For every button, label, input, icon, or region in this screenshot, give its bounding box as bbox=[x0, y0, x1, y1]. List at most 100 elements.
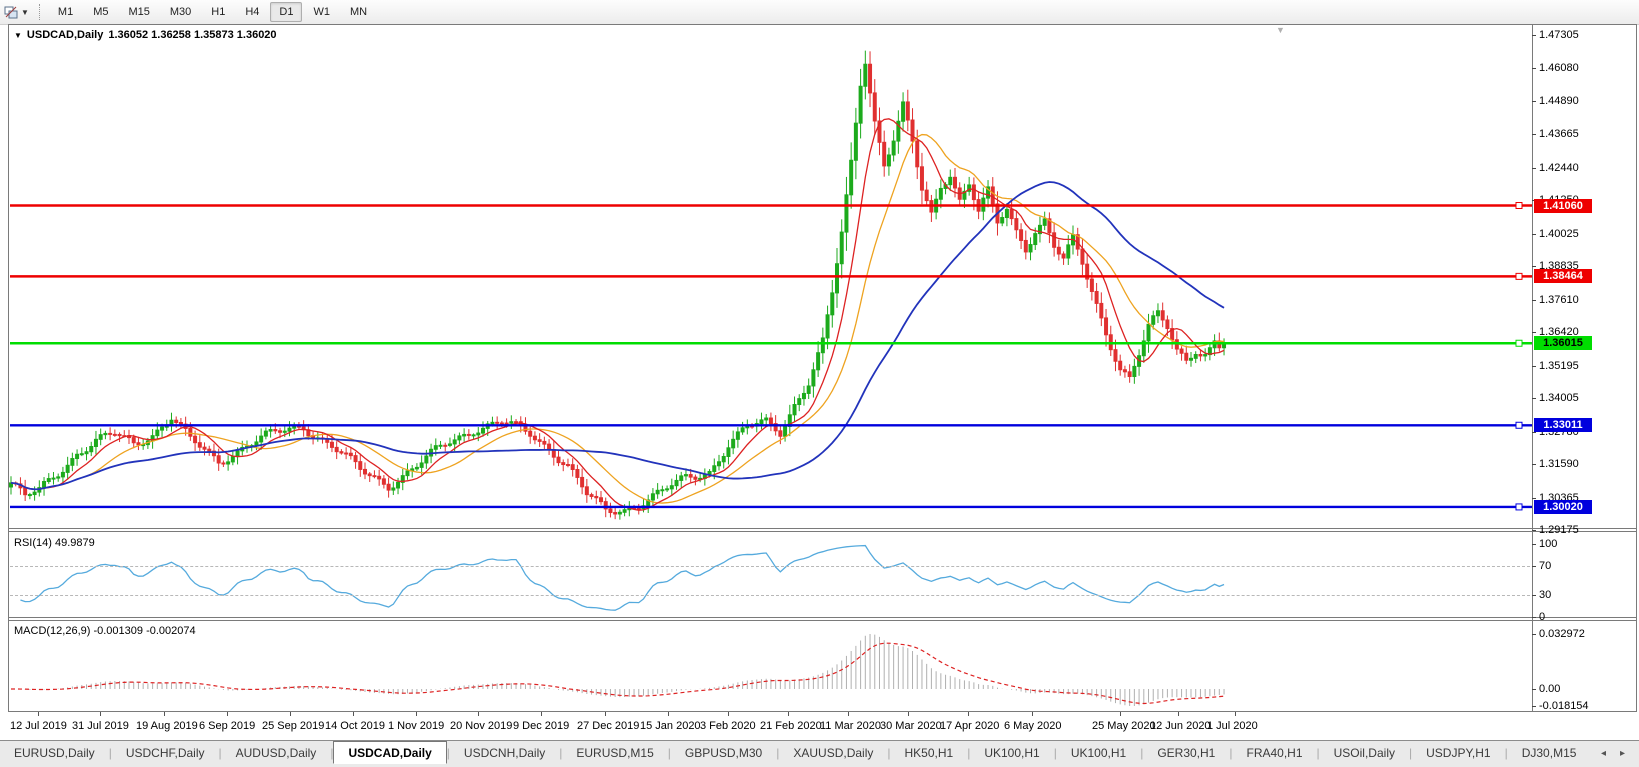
timeframe-button-d1[interactable]: D1 bbox=[270, 2, 303, 22]
candle-body bbox=[160, 426, 165, 431]
charts-tool-button[interactable]: ▼ bbox=[0, 1, 33, 23]
candle-body bbox=[1155, 310, 1160, 317]
tab-scroll-left-icon[interactable]: ◂ bbox=[1600, 747, 1606, 759]
chart-tab-usdcad-daily[interactable]: USDCAD,Daily bbox=[333, 741, 447, 764]
candle-body bbox=[1193, 354, 1198, 359]
timeframe-button-m1[interactable]: M1 bbox=[57, 6, 74, 18]
ma-mid-line[interactable] bbox=[10, 133, 1225, 504]
timeframe-button-group: M1 M5 M15 M30 H1 H4 D1 W1 MN bbox=[48, 2, 377, 22]
candle-body bbox=[46, 478, 51, 483]
timeframe-button-h4[interactable]: H4 bbox=[245, 6, 260, 18]
tab-separator: | bbox=[446, 746, 450, 760]
pane-separator[interactable] bbox=[8, 528, 1637, 529]
pane-separator[interactable] bbox=[8, 617, 1637, 618]
macd-histogram bbox=[15, 634, 1225, 706]
pane-separator[interactable] bbox=[8, 620, 1637, 621]
candle-body bbox=[797, 398, 802, 406]
candle-body bbox=[75, 453, 80, 460]
chart-tab-eurusd-daily[interactable]: EURUSD,Daily bbox=[14, 746, 95, 760]
candle-body bbox=[679, 475, 684, 481]
candle-body bbox=[348, 452, 353, 457]
candle-body bbox=[872, 92, 877, 122]
hline-handle[interactable] bbox=[1515, 202, 1523, 210]
hline-handle[interactable] bbox=[1515, 503, 1523, 511]
chart-tab-audusd-daily[interactable]: AUDUSD,Daily bbox=[235, 746, 317, 760]
candle-body bbox=[1151, 315, 1156, 325]
pane-separator[interactable] bbox=[8, 531, 1637, 532]
candle-body bbox=[334, 446, 339, 453]
chart-tab-usdjpy-h1[interactable]: USDJPY,H1 bbox=[1426, 746, 1491, 760]
candle-body bbox=[424, 455, 429, 464]
axis-tick-mark bbox=[1532, 706, 1536, 707]
chart-tab-dj30-m15[interactable]: DJ30,M15 bbox=[1521, 746, 1577, 760]
ma-fast-line[interactable] bbox=[10, 118, 1225, 511]
candle-body bbox=[1203, 354, 1208, 357]
toolbar-grip[interactable] bbox=[38, 4, 40, 20]
candle-body bbox=[504, 422, 509, 425]
chart-title: ▼ USDCAD,Daily 1.36052 1.36258 1.35873 1… bbox=[14, 29, 277, 41]
timeframe-button-m30[interactable]: M30 bbox=[169, 6, 192, 18]
timeframe-button-h1[interactable]: H1 bbox=[211, 6, 226, 18]
price-chart-canvas[interactable] bbox=[0, 0, 1639, 712]
hline-handle[interactable] bbox=[1515, 272, 1523, 280]
candle-body bbox=[901, 101, 906, 122]
chevron-down-icon: ▼ bbox=[21, 7, 29, 17]
candle-body bbox=[1089, 278, 1094, 292]
candle-body bbox=[344, 452, 349, 455]
candle-body bbox=[962, 190, 967, 200]
date-tick-mark bbox=[290, 712, 291, 716]
ma-slow-line[interactable] bbox=[10, 181, 1225, 491]
tab-scroll-right-icon[interactable]: ▸ bbox=[1619, 747, 1625, 759]
hline-handle[interactable] bbox=[1515, 339, 1523, 347]
candle-body bbox=[1118, 360, 1123, 371]
candle-body bbox=[1122, 369, 1127, 373]
chart-tab-eurusd-m15[interactable]: EURUSD,M15 bbox=[576, 746, 654, 760]
candle-body bbox=[363, 468, 367, 475]
candle-body bbox=[103, 432, 108, 436]
date-axis-label: 14 Oct 2019 bbox=[325, 720, 385, 732]
candle-body bbox=[65, 464, 70, 473]
date-tick-mark bbox=[668, 712, 669, 716]
date-axis-label: 11 Mar 2020 bbox=[820, 720, 881, 732]
rsi-axis-label: 30 bbox=[1539, 589, 1552, 602]
chart-tab-uk100-h1[interactable]: UK100,H1 bbox=[1070, 746, 1127, 760]
candle-body bbox=[891, 140, 896, 156]
candle-body bbox=[131, 437, 136, 444]
chart-tab-xauusd-daily[interactable]: XAUUSD,Daily bbox=[793, 746, 874, 760]
candle-body bbox=[532, 435, 537, 441]
candle-body bbox=[216, 455, 221, 464]
candle-body bbox=[381, 478, 386, 485]
axis-tick-mark bbox=[1532, 233, 1536, 235]
axis-tick-mark bbox=[1532, 464, 1536, 466]
candle-body bbox=[1056, 246, 1061, 255]
candle-body bbox=[178, 421, 183, 425]
chart-tab-uk100-h1[interactable]: UK100,H1 bbox=[984, 746, 1040, 760]
candle-body bbox=[282, 430, 287, 433]
timeframe-button-m15[interactable]: M15 bbox=[128, 6, 150, 18]
candle-body bbox=[740, 427, 745, 433]
date-axis-label: 6 Sep 2019 bbox=[199, 720, 256, 732]
price-axis-label: 1.38835 bbox=[1539, 260, 1579, 273]
chart-tab-usdchf-daily[interactable]: USDCHF,Daily bbox=[125, 746, 205, 760]
price-axis-label: 1.40025 bbox=[1539, 227, 1579, 240]
candle-body bbox=[863, 63, 868, 87]
date-axis-label: 31 Jul 2019 bbox=[72, 720, 129, 732]
candle-body bbox=[273, 429, 278, 432]
date-axis[interactable]: 12 Jul 2019 31 Jul 2019 19 Aug 2019 6 Sep 2… bbox=[0, 712, 1639, 740]
chart-menu-icon[interactable]: ▼ bbox=[14, 30, 22, 40]
chart-tab-hk50-h1[interactable]: HK50,H1 bbox=[904, 746, 954, 760]
chart-tab-gbpusd-m30[interactable]: GBPUSD,M30 bbox=[684, 746, 763, 760]
timeframe-button-m5[interactable]: M5 bbox=[93, 6, 109, 18]
candle-body bbox=[405, 470, 410, 477]
chart-shift-marker[interactable]: ▼ bbox=[1276, 25, 1285, 35]
chart-tab-usoil-daily[interactable]: USOil,Daily bbox=[1333, 746, 1395, 760]
candle-body bbox=[1000, 217, 1005, 224]
date-tick-mark bbox=[908, 712, 909, 716]
chart-tab-ger30-h1[interactable]: GER30,H1 bbox=[1157, 746, 1216, 760]
chart-tab-usdcnh-daily[interactable]: USDCNH,Daily bbox=[463, 746, 546, 760]
chart-tab-fra40-h1[interactable]: FRA40,H1 bbox=[1246, 746, 1303, 760]
candle-body bbox=[717, 461, 721, 467]
hline-handle[interactable] bbox=[1515, 421, 1523, 429]
timeframe-button-w1[interactable]: W1 bbox=[313, 6, 330, 18]
timeframe-button-mn[interactable]: MN bbox=[349, 6, 368, 18]
